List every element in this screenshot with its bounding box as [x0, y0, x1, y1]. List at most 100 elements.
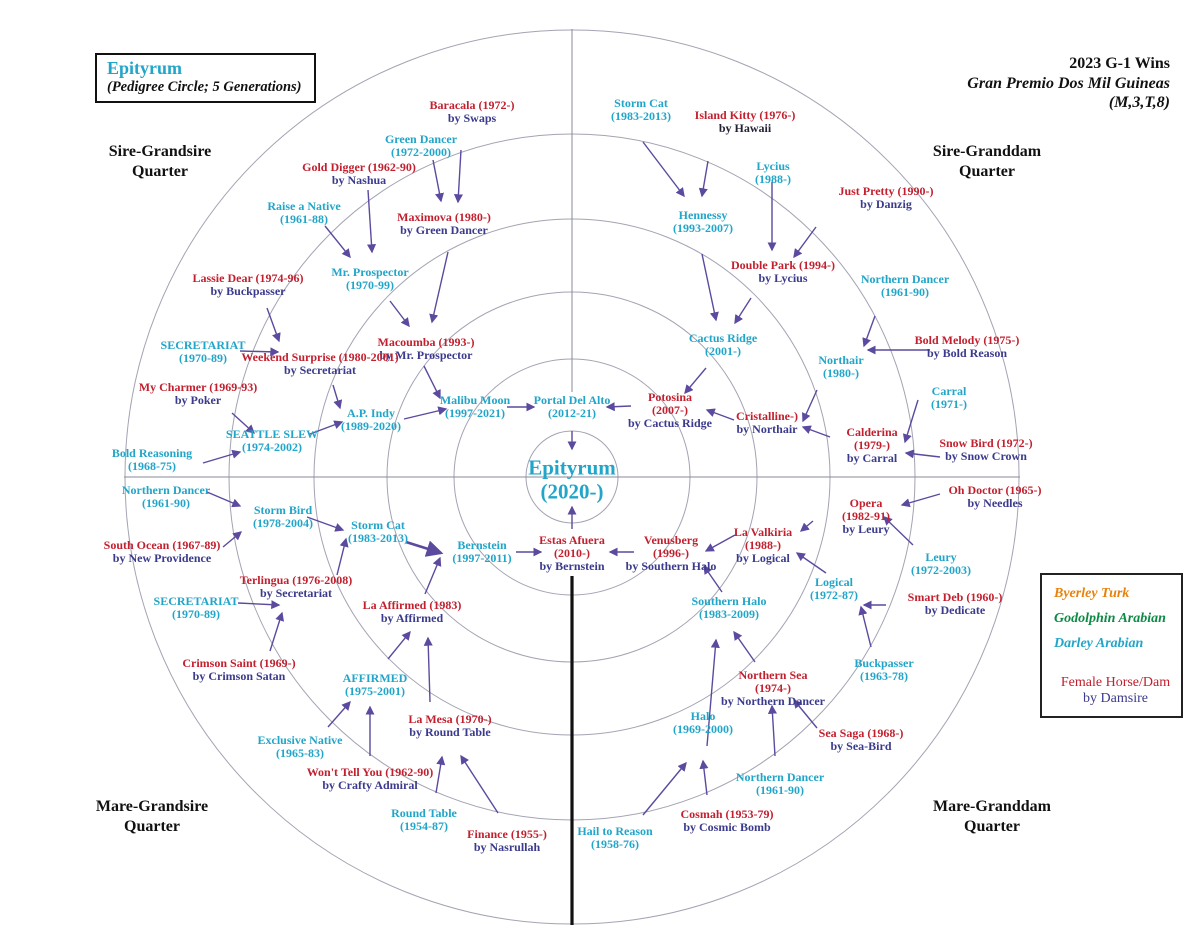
horse-exclusive-native: Exclusive Native (1965-83) [258, 734, 343, 760]
pedigree-arrow [793, 226, 817, 259]
horse-label-line: (1961-90) [756, 783, 804, 797]
horse-label-line: Buckpasser [854, 656, 914, 671]
horse-label-line: by Lycius [758, 271, 808, 285]
horse-label-line: Potosina [647, 389, 693, 404]
horse-label-line: La Affirmed (1983) [362, 598, 462, 613]
pedigree-arrow [405, 540, 444, 557]
pedigree-arrow [269, 611, 285, 652]
horse-label-line: Storm Cat [351, 518, 405, 533]
horse-la-affirmed: La Affirmed (1983) by Affirmed [363, 599, 462, 625]
horse-calderina: Calderina (1979-) by Carral [846, 425, 897, 464]
horse-label-line: South Ocean (1967-89) [103, 538, 221, 553]
horse-weekend-surprise: Weekend Surprise (1980-2001) by Secretari… [241, 351, 398, 377]
horse-label-line: Crimson Saint (1969-) [182, 656, 296, 671]
horse-label-line: by Secretariat [283, 363, 357, 377]
horse-label-line: (1970-89) [178, 351, 227, 365]
horse-label-line: (1993-2007) [673, 221, 733, 235]
horse-sea-saga: Sea Saga (1968-) by Sea-Bird [819, 727, 904, 753]
horse-label-line: (1972-2003) [911, 563, 971, 577]
horse-label-line: Just Pretty (1990-) [838, 184, 934, 199]
horse-label-line: (1965-83) [276, 746, 324, 760]
horse-label-line: (1958-76) [591, 837, 639, 851]
pedigree-arrow [883, 516, 914, 546]
pedigree-arrow [642, 141, 685, 198]
pedigree-arrow [239, 347, 280, 357]
pedigree-arrow [206, 491, 242, 508]
pedigree-arrow [366, 189, 377, 254]
horse-label-line: Portal Del Alto [533, 393, 611, 408]
pedigree-arrow [432, 159, 444, 203]
pedigree-arrow [858, 605, 872, 648]
horse-label-line: Halo [690, 709, 716, 724]
horse-label-line: by Northern Dancer [721, 693, 825, 708]
horse-label-line: Lycius [756, 159, 790, 174]
pedigree-arrows [202, 141, 941, 816]
horse-label-line: La Valkiria [733, 524, 793, 539]
horse-hennessy: Hennessy (1993-2007) [673, 209, 733, 235]
horse-label-line: by Secretariat [259, 586, 333, 600]
horse-label-line: Logical [815, 575, 853, 590]
horse-seattle-slew: SEATTLE SLEW (1974-2002) [226, 428, 318, 454]
horse-label-line: by Crafty Admiral [322, 778, 418, 792]
pedigree-arrow [387, 630, 411, 660]
horse-label-line: Maximova (1980-) [397, 210, 491, 225]
pedigree-arrow [705, 408, 735, 421]
horse-maximova: Maximova (1980-) by Green Dancer [397, 211, 491, 237]
horse-label-line: Mr. Prospector [331, 265, 409, 280]
horse-label-line: by Logical [736, 550, 790, 565]
horse-label-line: (1971-) [931, 397, 967, 411]
horse-cactus-ridge: Cactus Ridge (2001-) [689, 332, 757, 358]
pedigree-arrow [684, 367, 707, 395]
pedigree-arrow [327, 700, 351, 728]
horse-label-line: Leury [925, 550, 957, 565]
horse-round-table: Round Table (1954-87) [391, 807, 457, 833]
horse-label-line: by Swaps [447, 111, 497, 125]
horse-label-line: Finance (1955-) [467, 827, 547, 842]
horse-la-valkiria: La Valkiria (1988-) by Logical [733, 524, 793, 565]
horse-label-line: by Leury [842, 521, 890, 536]
horse-malibu-moon: Malibu Moon (1997-2021) [440, 394, 510, 420]
quarter-label-sire-grandsire: Sire-Grandsire Quarter [108, 143, 212, 180]
horse-macoumba: Macoumba (1993-) by Mr. Prospector [378, 336, 475, 362]
horse-label-line: Opera [849, 495, 883, 510]
horse-hail-to-reason: Hail to Reason (1958-76) [577, 825, 652, 851]
horse-label-line: (1970-89) [171, 607, 220, 621]
horse-ap-indy: A.P. Indy (1989-2020) [341, 407, 401, 433]
horse-label-line: Carral [931, 384, 967, 399]
horse-wont-tell-you: Won't Tell You (1962-90) by Crafty Admira… [307, 766, 434, 792]
pedigree-arrow [231, 412, 256, 434]
horse-label-line: Northern Dancer [121, 483, 211, 498]
horse-opera: Opera (1982-91) by Leury [842, 495, 890, 536]
quarter-label-mare-grandsire: Mare-Grandsire Quarter [95, 798, 209, 835]
pedigree-arrow [801, 425, 831, 438]
horse-label-line: (1974-) [754, 680, 791, 695]
pedigree-arrow [605, 402, 632, 412]
horse-label-line: (1961-88) [279, 212, 328, 226]
horse-label-line: (1989-2020) [341, 419, 401, 433]
pedigree-arrow [389, 300, 410, 328]
horse-label-line: Lassie Dear (1974-96) [192, 271, 304, 286]
horse-label-line: (1974-2002) [242, 440, 302, 454]
horse-label-line: Won't Tell You (1962-90) [306, 765, 434, 780]
pedigree-arrow [324, 225, 351, 259]
horse-affirmed: AFFIRMED (1975-2001) [343, 672, 408, 698]
horse-leury: Leury (1972-2003) [911, 551, 971, 577]
pedigree-arrow [266, 307, 281, 343]
horse-just-pretty: Just Pretty (1990-) by Danzig [838, 185, 933, 211]
horse-label-line: (1961-90) [142, 496, 190, 510]
horse-label-line: by Snow Crown [945, 449, 1027, 463]
race-info-code: (M,3,T,8) [1108, 94, 1170, 112]
pedigree-arrow [453, 149, 463, 204]
legend-item: Byerley Turk [1054, 586, 1130, 601]
horse-label-line: Weekend Surprise (1980-2001) [241, 350, 399, 365]
horse-island-kitty: Island Kitty (1976-) by Hawaii [695, 109, 796, 135]
horse-my-charmer: My Charmer (1969-93) by Poker [139, 381, 257, 407]
horse-label-line: Northern Dancer [860, 272, 950, 287]
horse-label-line: by Bernstein [539, 558, 605, 573]
horse-label-line: Hennessy [678, 208, 728, 223]
horse-label-line: Estas Afuera [539, 532, 605, 547]
horse-label-line: by Buckpasser [210, 284, 286, 298]
horse-label-line: Island Kitty (1976-) [694, 108, 796, 123]
horse-label-line: La Mesa (1970-) [408, 712, 492, 727]
